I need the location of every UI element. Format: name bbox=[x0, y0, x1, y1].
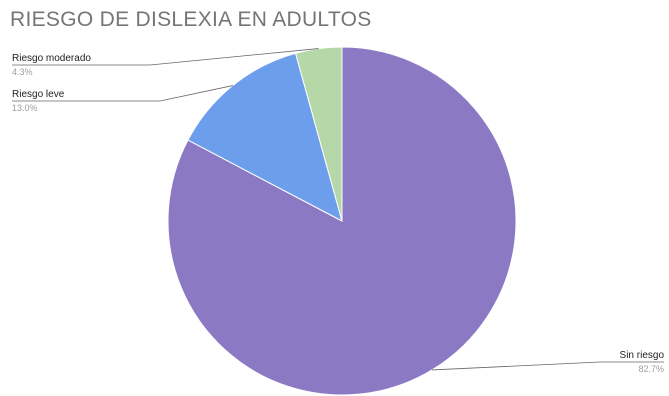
leader-line-sin-riesgo bbox=[431, 361, 664, 371]
slice-label-riesgo-leve: Riesgo leve bbox=[12, 89, 65, 100]
pie-slice-riesgo-leve bbox=[187, 52, 343, 222]
pie-slice-riesgo-moderado bbox=[294, 46, 343, 222]
slice-pct-riesgo-leve: 13.0% bbox=[12, 103, 38, 113]
slice-pct-riesgo-moderado: 4.3% bbox=[12, 67, 33, 77]
slice-pct-sin-riesgo: 82.7% bbox=[638, 364, 664, 374]
slice-label-riesgo-moderado: Riesgo moderado bbox=[12, 53, 91, 64]
slice-label-sin-riesgo: Sin riesgo bbox=[620, 350, 665, 361]
chart-title: RIESGO DE DISLEXIA EN ADULTOS bbox=[10, 8, 372, 31]
leader-line-riesgo-moderado bbox=[12, 48, 319, 66]
leader-line-riesgo-leve bbox=[12, 85, 233, 102]
